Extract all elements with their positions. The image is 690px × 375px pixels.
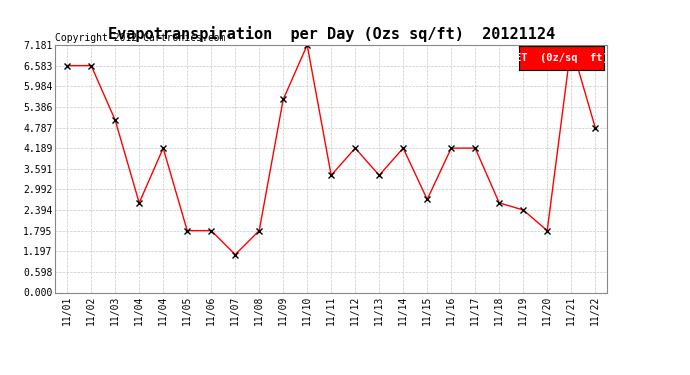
Text: Copyright 2012 Cartronics.com: Copyright 2012 Cartronics.com <box>55 33 226 42</box>
Title: Evapotranspiration  per Day (Ozs sq/ft)  20121124: Evapotranspiration per Day (Ozs sq/ft) 2… <box>108 27 555 42</box>
